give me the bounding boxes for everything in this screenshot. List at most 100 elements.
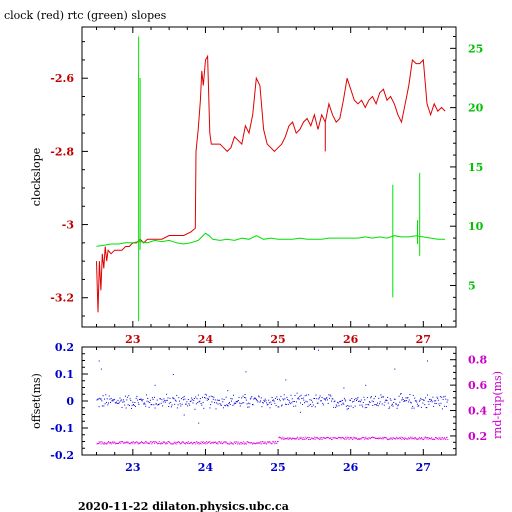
offset-point (340, 400, 342, 402)
offset-point (414, 397, 416, 399)
offset-point (374, 404, 376, 406)
rnd-trip-point (379, 437, 380, 439)
rnd-trip-point (431, 438, 433, 440)
offset-point (437, 399, 439, 401)
offset-point (330, 395, 332, 397)
offset-point (439, 396, 441, 398)
offset-point (250, 397, 252, 399)
rnd-trip-point (414, 438, 416, 440)
rnd-trip-point (441, 438, 443, 440)
offset-point (232, 404, 234, 406)
offset-point (329, 394, 331, 396)
rnd-trip-point (136, 441, 138, 443)
rnd-trip-point (352, 438, 354, 440)
offset-point (200, 403, 202, 404)
offset-point (128, 395, 130, 397)
offset-point (112, 400, 114, 402)
bottom-y-tick-label: 0.1 (55, 368, 74, 381)
rnd-trip-point (249, 442, 251, 444)
offset-point (230, 398, 232, 400)
rnd-trip-point (249, 442, 251, 444)
offset-point (265, 400, 267, 402)
rnd-trip-point (167, 441, 169, 443)
offset-point (351, 398, 353, 399)
rnd-trip-point (383, 436, 385, 438)
rnd-trip-point (322, 437, 324, 439)
rnd-trip-point (356, 437, 357, 439)
rnd-trip-point (183, 442, 185, 444)
rnd-trip-point (400, 438, 401, 440)
rnd-trip-point (337, 436, 339, 438)
rnd-trip-point (362, 437, 364, 439)
rnd-trip-point (210, 443, 212, 445)
offset-point (166, 393, 168, 395)
offset-point (347, 405, 349, 406)
rnd-trip-point (163, 442, 165, 444)
rnd-trip-point (389, 438, 391, 440)
offset-point (160, 398, 162, 400)
rnd-trip-point (422, 438, 424, 440)
rnd-trip-point (430, 438, 432, 440)
offset-point (268, 399, 270, 401)
rnd-trip-point (293, 437, 295, 439)
offset-point (368, 401, 370, 403)
offset-point (177, 404, 179, 406)
offset-point (188, 403, 190, 405)
rnd-trip-point (224, 441, 226, 443)
offset-point (400, 393, 402, 395)
offset-point (244, 394, 246, 395)
rnd-trip-point (230, 443, 232, 445)
offset-point (192, 402, 194, 404)
rnd-trip-point (245, 443, 247, 445)
rnd-trip-point (419, 438, 421, 440)
rnd-trip-point (221, 443, 223, 445)
rnd-trip-point (306, 436, 308, 438)
offset-point (269, 407, 271, 409)
rnd-trip-point (295, 438, 297, 440)
offset-point (409, 394, 411, 395)
rnd-trip-point (376, 437, 378, 439)
rnd-trip-point (233, 443, 234, 445)
rnd-trip-point (330, 437, 332, 439)
offset-point (190, 400, 192, 402)
rnd-trip-point (279, 437, 281, 439)
rnd-trip-point (247, 441, 249, 443)
rnd-trip-point (237, 443, 239, 445)
offset-point (423, 399, 424, 401)
rnd-trip-point (331, 438, 333, 440)
offset-point (139, 399, 141, 400)
offset-point (326, 397, 328, 399)
offset-point (408, 399, 410, 401)
offset-point (388, 407, 390, 409)
offset-point (178, 397, 180, 399)
rnd-trip-point (139, 443, 141, 445)
offset-point (191, 397, 193, 399)
rnd-trip-point (394, 438, 396, 440)
rnd-trip-point (181, 442, 182, 444)
offset-point (410, 402, 412, 404)
offset-point (360, 399, 362, 401)
bottom-x-tick-label: 27 (416, 461, 431, 474)
rnd-trip-point (197, 442, 199, 444)
rnd-trip-point (359, 438, 361, 439)
offset-point (352, 401, 353, 403)
offset-point (389, 406, 391, 408)
rnd-trip-point (390, 437, 392, 439)
offset-point (432, 396, 434, 398)
offset-point (290, 394, 292, 396)
rnd-trip-point (235, 441, 237, 443)
rnd-trip-point (355, 437, 357, 439)
rnd-trip-point (212, 442, 214, 444)
offset-point (266, 402, 268, 404)
rnd-trip-point (362, 437, 364, 438)
rnd-trip-point (423, 436, 425, 438)
rnd-trip-point (424, 438, 426, 440)
rnd-trip-point (409, 437, 411, 439)
rnd-trip-point (331, 439, 332, 441)
offset-point (132, 401, 134, 403)
offset-point (420, 397, 422, 399)
offset-point (247, 406, 249, 408)
rnd-trip-point (283, 437, 285, 439)
rnd-trip-point (420, 436, 422, 438)
offset-point (212, 398, 214, 400)
